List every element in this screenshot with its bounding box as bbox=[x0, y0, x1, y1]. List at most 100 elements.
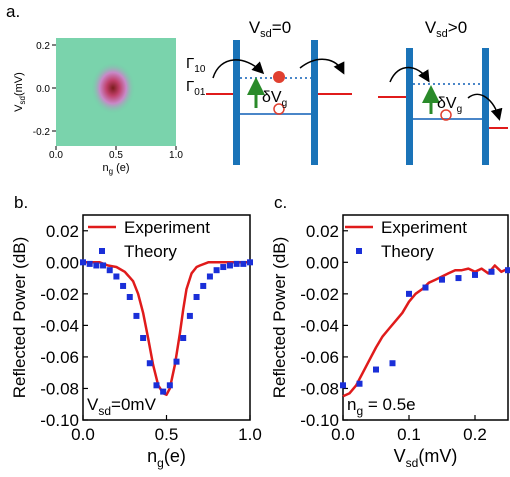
chart-c-ytick-label: 0.00 bbox=[306, 253, 339, 272]
chart-c-ytick-label: -0.10 bbox=[300, 411, 339, 430]
chart-b-ytick-label: -0.06 bbox=[40, 348, 79, 367]
chart-c-annotation: ng = 0.5e bbox=[347, 395, 416, 418]
chart-b: 0.02 0.00 -0.02 -0.04 -0.06 -0.08 -0.100.0 0.5 1… bbox=[10, 214, 262, 470]
chart-c-legend-experiment-label: Experiment bbox=[381, 218, 467, 237]
chart-b-ytick-label: -0.08 bbox=[40, 379, 79, 398]
tunnel-arrow-left-2 bbox=[389, 66, 430, 83]
chart-b-ylabel: Reflected Power (dB) bbox=[10, 237, 29, 399]
right-barrier bbox=[311, 40, 318, 165]
tunnel-arrow-right-2 bbox=[467, 93, 503, 121]
chart-c-theory-point bbox=[373, 366, 379, 373]
gamma-10-label: Γ10 bbox=[186, 55, 206, 75]
left-barrier bbox=[233, 40, 240, 165]
chart-c-theory-point bbox=[340, 382, 346, 389]
chart-b-theory-point bbox=[200, 282, 207, 289]
chart-b-xtick-label: 0.0 bbox=[71, 425, 95, 444]
chart-c-theory-point bbox=[422, 284, 429, 291]
chart-c-xlabel: Vsd(mV) bbox=[394, 446, 458, 470]
chart-b-theory-point bbox=[120, 282, 127, 289]
chart-b-annotation: Vsd=0mV bbox=[87, 395, 157, 418]
panel-label-c: c. bbox=[274, 193, 288, 212]
inset-xlabel: ng (e) bbox=[102, 162, 129, 176]
gamma-01-label: Γ01 bbox=[186, 78, 206, 98]
left-barrier-2 bbox=[406, 48, 413, 165]
inset-ytick-0: 0.2 bbox=[36, 41, 50, 52]
chart-b-ytick-label: -0.10 bbox=[40, 411, 79, 430]
right-barrier-2 bbox=[482, 48, 489, 165]
chart-c-ytick-label: -0.06 bbox=[300, 348, 339, 367]
inset-xtick-0: 0.0 bbox=[49, 150, 63, 161]
inset-ylabel: Vsd(mV) bbox=[13, 72, 27, 112]
chart-c-theory-point bbox=[439, 276, 445, 283]
chart-c-theory-point bbox=[356, 380, 363, 387]
chart-b-theory-point bbox=[86, 260, 93, 267]
chart-c-theory-point bbox=[488, 268, 495, 275]
chart-b-theory-point bbox=[146, 360, 153, 367]
chart-c-xtick-label: 0.2 bbox=[463, 425, 487, 444]
chart-b-theory-point bbox=[226, 262, 233, 269]
chart-b-legend-theory-label: Theory bbox=[124, 242, 177, 261]
inset-ytick-2: -0.2 bbox=[33, 127, 51, 138]
chart-b-theory-point bbox=[240, 260, 247, 267]
chart-c-theory-point bbox=[389, 360, 396, 367]
chart-b-theory-point bbox=[173, 358, 180, 365]
chart-c-ytick-label: -0.08 bbox=[300, 379, 339, 398]
chart-b-experiment-line bbox=[83, 261, 250, 397]
chart-b-theory-point bbox=[133, 312, 140, 319]
chart-c-theory-point bbox=[455, 275, 462, 282]
panel-label-b: b. bbox=[14, 193, 29, 212]
chart-b-theory-point bbox=[106, 267, 113, 274]
chart-b-theory-point bbox=[126, 294, 133, 300]
heatmap-resonance-spot bbox=[91, 62, 135, 114]
chart-b-xlabel: ng(e) bbox=[147, 446, 186, 470]
schematic-vsd-zero: Vsd=0 δVg Γ10 Γ01 bbox=[186, 18, 352, 165]
chart-b-ytick-label: -0.04 bbox=[40, 316, 79, 335]
chart-c: 0.02 0.00 -0.02 -0.04 -0.06 -0.08 -0.100.0 0.1 0… bbox=[270, 214, 510, 470]
panel-label-a: a. bbox=[6, 2, 21, 21]
chart-b-theory-point bbox=[160, 388, 167, 395]
chart-b-xtick-label: 0.5 bbox=[155, 425, 179, 444]
chart-b-ytick-label: -0.02 bbox=[40, 285, 79, 304]
empty-electron-dot bbox=[273, 103, 285, 115]
empty-electron-dot-2 bbox=[440, 109, 452, 121]
chart-c-ytick-label: -0.02 bbox=[300, 285, 339, 304]
chart-b-theory-point bbox=[180, 335, 187, 341]
chart-c-legend-theory-label: Theory bbox=[381, 242, 434, 261]
chart-b-theory-point bbox=[113, 273, 120, 280]
chart-c-ytick-label: 0.02 bbox=[306, 222, 339, 241]
chart-b-theory-point bbox=[220, 264, 227, 271]
chart-c-ytick-label: -0.04 bbox=[300, 316, 339, 335]
chart-b-theory-point bbox=[233, 260, 240, 267]
inset-ytick-1: 0.0 bbox=[36, 84, 50, 95]
inset-xtick-2: 1.0 bbox=[169, 150, 183, 161]
schematic-right-title: Vsd>0 bbox=[425, 18, 467, 40]
schematic-vsd-positive: Vsd>0 δVg bbox=[378, 18, 508, 165]
chart-c-ylabel: Reflected Power (dB) bbox=[270, 237, 289, 399]
chart-c-legend-theory-swatch bbox=[356, 248, 362, 254]
chart-c-xtick-label: 0.0 bbox=[331, 425, 355, 444]
chart-c-axes-frame bbox=[342, 214, 509, 421]
chart-b-theory-point bbox=[206, 273, 213, 280]
chart-b-theory-point bbox=[247, 259, 253, 266]
chart-b-theory-point bbox=[213, 267, 220, 274]
chart-b-theory-point bbox=[193, 294, 200, 300]
inset-heatmap: 0.2 0.0 -0.2 0.0 0.5 1.0 ng (e) Vsd(mV) bbox=[13, 38, 183, 176]
delta-vg-label-right: δVg bbox=[437, 95, 462, 115]
chart-b-theory-point bbox=[80, 259, 86, 266]
inset-xtick-1: 0.5 bbox=[109, 150, 123, 161]
chart-b-ytick-label: 0.00 bbox=[46, 253, 79, 272]
tunnel-arrow-right bbox=[299, 58, 345, 75]
chart-b-legend-experiment-label: Experiment bbox=[124, 218, 210, 237]
chart-c-theory-point bbox=[505, 267, 510, 274]
chart-b-xtick-label: 1.0 bbox=[238, 425, 262, 444]
chart-b-theory-point bbox=[166, 382, 173, 389]
filled-electron-dot bbox=[273, 71, 285, 83]
tunnel-arrow-left bbox=[212, 59, 265, 79]
chart-b-theory-point bbox=[140, 335, 147, 341]
chart-c-theory-point bbox=[406, 290, 412, 297]
chart-c-theory-point bbox=[472, 271, 478, 278]
chart-b-legend-theory-swatch bbox=[99, 248, 105, 254]
delta-vg-label-left: δVg bbox=[262, 89, 287, 109]
chart-c-xtick-label: 0.1 bbox=[397, 425, 421, 444]
